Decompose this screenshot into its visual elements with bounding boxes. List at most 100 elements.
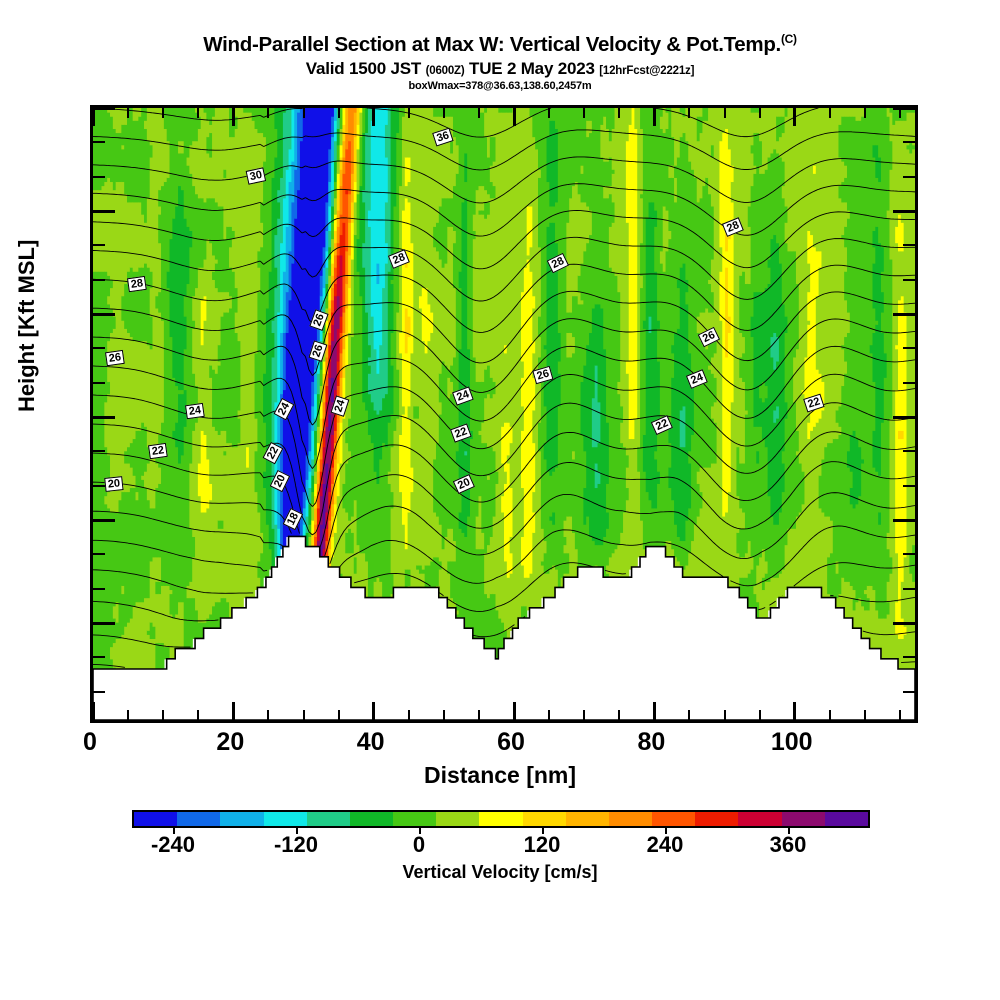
y-tick bbox=[903, 450, 915, 453]
colorbar-tick bbox=[542, 828, 544, 834]
y-tick bbox=[903, 278, 915, 281]
x-tick bbox=[302, 108, 305, 118]
colorbar-tick bbox=[419, 828, 421, 834]
subtitle-date: TUE 2 May 2023 bbox=[464, 58, 600, 78]
title-block: Wind-Parallel Section at Max W: Vertical… bbox=[0, 32, 1000, 92]
subtitle-forecast-tag: [12hrFcst@2221z] bbox=[599, 64, 695, 77]
colorbar-tick-label: 0 bbox=[412, 832, 426, 857]
contour-label: 28 bbox=[126, 275, 148, 293]
y-tick bbox=[903, 244, 915, 247]
y-tick bbox=[93, 450, 105, 453]
copyright-mark: (C) bbox=[780, 32, 797, 46]
y-tick bbox=[93, 415, 115, 419]
y-tick bbox=[93, 108, 115, 110]
x-tick bbox=[267, 108, 270, 118]
x-tick bbox=[512, 108, 516, 126]
contour-field-canvas bbox=[93, 108, 915, 720]
colorbar-tick-label: 360 bbox=[769, 832, 807, 857]
x-tick bbox=[618, 108, 621, 118]
y-tick bbox=[93, 312, 115, 316]
colorbar-band bbox=[349, 812, 394, 826]
x-tick bbox=[652, 108, 656, 126]
x-tick bbox=[337, 108, 340, 118]
colorbar-tick-label: 120 bbox=[523, 832, 561, 857]
x-tick bbox=[583, 108, 586, 118]
x-tick-label: 80 bbox=[637, 728, 666, 756]
contour-label: 26 bbox=[104, 349, 126, 367]
colorbar-tick-label: -120 bbox=[273, 832, 319, 857]
x-tick bbox=[127, 710, 130, 720]
y-tick bbox=[903, 141, 915, 144]
y-tick bbox=[903, 484, 915, 487]
contour-label: 24 bbox=[184, 402, 206, 420]
y-tick bbox=[93, 484, 105, 487]
y-tick bbox=[903, 381, 915, 384]
y-tick bbox=[903, 175, 915, 178]
y-tick bbox=[893, 415, 915, 419]
subtitle-utc-time: (0600Z) bbox=[425, 64, 465, 77]
x-tick bbox=[898, 108, 901, 118]
x-tick-label: 20 bbox=[216, 728, 245, 756]
x-tick bbox=[863, 710, 866, 720]
colorbar-band bbox=[781, 812, 825, 826]
x-tick bbox=[512, 702, 516, 720]
x-tick bbox=[652, 702, 656, 720]
colorbar-band bbox=[738, 812, 782, 826]
colorbar-tick-label: 240 bbox=[646, 832, 684, 857]
contour-label: 20 bbox=[104, 476, 124, 492]
x-tick bbox=[302, 710, 305, 720]
x-tick bbox=[442, 108, 445, 118]
colorbar-tick bbox=[296, 828, 298, 834]
x-tick-label: 60 bbox=[497, 728, 525, 756]
x-tick bbox=[793, 108, 797, 126]
colorbar-band bbox=[608, 812, 653, 826]
potential-temperature-contours bbox=[93, 108, 915, 668]
y-tick bbox=[93, 621, 115, 625]
y-tick bbox=[903, 553, 915, 556]
x-tick bbox=[793, 702, 797, 720]
y-tick bbox=[903, 347, 915, 350]
colorbar-title: Vertical Velocity [cm/s] bbox=[402, 862, 598, 882]
x-tick bbox=[337, 710, 340, 720]
contour-label: 22 bbox=[147, 442, 169, 460]
x-tick bbox=[723, 710, 726, 720]
x-tick bbox=[372, 702, 376, 720]
x-tick bbox=[231, 702, 235, 720]
colorbar-tick-label: -240 bbox=[150, 832, 196, 857]
colorbar-tick bbox=[173, 828, 175, 834]
subtitle-valid-time: Valid 1500 JST bbox=[305, 58, 426, 78]
x-tick bbox=[758, 710, 761, 720]
colorbar-band bbox=[565, 812, 609, 826]
x-tick bbox=[93, 108, 95, 126]
x-tick bbox=[723, 108, 726, 118]
colorbar-band bbox=[695, 812, 739, 826]
x-tick bbox=[863, 108, 866, 118]
y-tick bbox=[93, 278, 105, 281]
colorbar-band bbox=[652, 812, 696, 826]
x-tick-label: 40 bbox=[356, 728, 385, 756]
page-title: Wind-Parallel Section at Max W: Vertical… bbox=[0, 32, 1000, 57]
subtitle: Valid 1500 JST (0600Z) TUE 2 May 2023 [1… bbox=[0, 59, 1000, 79]
colorbar bbox=[132, 810, 870, 828]
y-tick bbox=[903, 656, 915, 659]
y-tick bbox=[93, 587, 105, 590]
x-tick bbox=[898, 710, 901, 720]
colorbar-tick bbox=[788, 828, 790, 834]
colorbar-band bbox=[479, 812, 523, 826]
y-tick bbox=[903, 587, 915, 590]
y-tick bbox=[893, 108, 915, 110]
y-tick bbox=[893, 621, 915, 625]
y-tick bbox=[93, 690, 105, 693]
x-tick bbox=[93, 702, 95, 720]
x-tick bbox=[197, 710, 200, 720]
y-tick bbox=[903, 690, 915, 693]
x-tick bbox=[407, 710, 410, 720]
y-tick bbox=[893, 518, 915, 522]
cross-section-plot: 30 36 28 28 28 28 26 26 26 26 26 24 24 24 24 24 22 22 22 22… bbox=[90, 105, 918, 723]
x-tick bbox=[477, 108, 480, 118]
x-tick-label: 100 bbox=[770, 728, 813, 756]
x-tick bbox=[162, 108, 165, 118]
x-tick bbox=[442, 710, 445, 720]
y-tick bbox=[93, 244, 105, 247]
colorbar-band bbox=[522, 812, 566, 826]
